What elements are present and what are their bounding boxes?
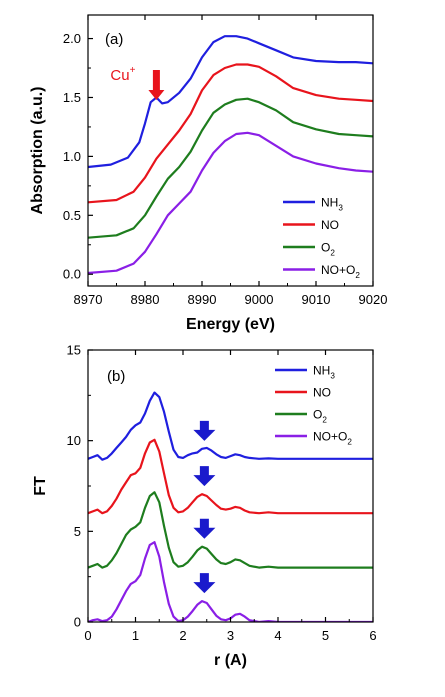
legend-label-subscript: 3 [338,204,343,213]
legend-label: O2 [321,241,335,258]
legend-label-subscript: 2 [347,438,352,447]
series-line-o2 [88,491,373,569]
legend-label: NH3 [321,196,343,213]
legend-label-text: NO+O [321,263,355,277]
y-tick-label: 5 [74,524,81,539]
x-tick-label: 1 [132,628,139,643]
chart-panel-a: 8970 8980 8990 9000 9010 9020 0.0 0.5 1.0 1.5 2.0 E… [29,14,388,333]
legend-label-text: O [321,241,330,255]
series-line-no-o2 [88,541,373,622]
x-axis-label: r (A) [214,652,247,669]
x-axis-label: Energy (eV) [186,316,275,333]
legend-label: NH3 [313,364,335,381]
down-arrow-icon [148,70,165,100]
y-tick-label: 1.0 [63,149,81,164]
legend-label-subscript: 2 [330,249,335,258]
y-tick-label: 0 [74,615,81,630]
legend-label-subscript: 3 [330,372,335,381]
series-line-no [88,63,373,204]
cu-plus-annotation: Cu+ [110,65,135,84]
legend-label: NO [321,218,339,232]
x-tick-label: 5 [322,628,329,643]
down-arrow-icon [193,518,216,539]
x-tick-label: 8990 [188,292,217,307]
x-tick-label: 3 [227,628,234,643]
legend-label: O2 [313,408,327,425]
legend-label-subscript: 2 [355,271,360,280]
x-tick-label: 6 [369,628,376,643]
y-tick-label: 10 [67,433,81,448]
cu-label: Cu [110,67,129,84]
cu-superscript: + [130,65,136,76]
down-arrow-icon [193,466,216,487]
x-tick-label: 9000 [245,292,274,307]
legend-label: NO+O2 [313,430,352,447]
x-tick-label: 9020 [359,292,388,307]
series-line-nh3 [88,391,373,461]
x-tick-label: 2 [179,628,186,643]
y-tick-label: 0.5 [63,208,81,223]
panel-label: (a) [105,31,123,48]
legend-label: NO [313,386,331,400]
series-line-nh3 [88,35,373,169]
legend-label-text: NH [313,364,330,378]
legend-label-text: O [313,408,322,422]
series-line-o2 [88,97,373,239]
y-tick-label: 0.0 [63,267,81,282]
down-arrow-icon [193,420,216,441]
x-tick-label: 9010 [302,292,331,307]
legend-label: NO+O2 [321,263,360,280]
y-tick-label: 1.5 [63,90,81,105]
y-tick-label: 2.0 [63,31,81,46]
y-axis-label: Absorption (a.u.) [29,87,46,215]
x-tick-label: 4 [274,628,281,643]
y-tick-label: 15 [67,343,81,358]
series-line-no [88,438,373,515]
x-tick-label: 8970 [74,292,103,307]
panel-label: (b) [107,368,125,385]
x-tick-label: 0 [84,628,91,643]
legend-label-text: NO [313,386,331,400]
down-arrow-icon [193,573,216,594]
x-tick-label: 8980 [131,292,160,307]
series-line-no-o2 [88,131,373,275]
legend-label-text: NH [321,196,338,210]
legend-label-text: NO [321,218,339,232]
y-axis-label: FT [32,476,49,496]
legend-label-text: NO+O [313,430,347,444]
legend-label-subscript: 2 [322,416,327,425]
